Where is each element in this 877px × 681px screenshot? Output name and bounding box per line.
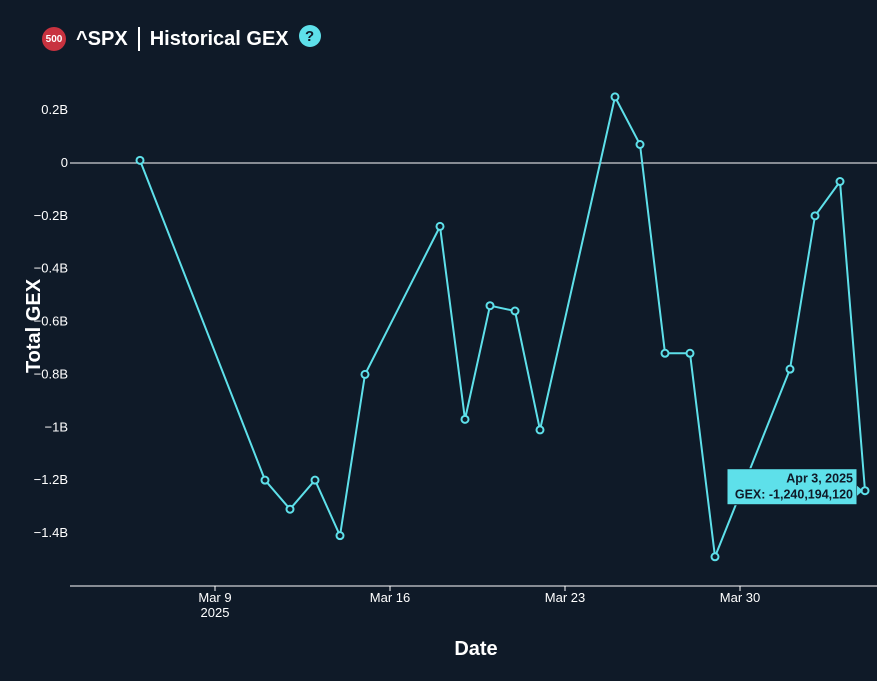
index-badge: 500 (42, 27, 66, 51)
data-point[interactable] (510, 306, 520, 316)
data-point[interactable] (660, 348, 670, 358)
tooltip-pointer (857, 485, 863, 496)
x-tick-label: Mar 30 (720, 590, 760, 605)
data-point[interactable] (310, 475, 320, 485)
y-axis-title: Total GEX (23, 278, 45, 373)
x-tick-label: Mar 23 (545, 590, 585, 605)
x-tick-label: Mar 9 (198, 590, 231, 605)
data-point[interactable] (260, 475, 270, 485)
y-tick-label: 0.2B (41, 102, 68, 117)
gex-line (139, 94, 866, 558)
data-point[interactable] (810, 211, 820, 221)
ticker-symbol: ^SPX (76, 27, 128, 50)
data-point[interactable] (335, 531, 345, 541)
gex-series (135, 92, 870, 562)
y-tick-label: 0 (61, 155, 68, 170)
header-divider (137, 27, 140, 51)
data-point[interactable] (435, 221, 445, 231)
data-point[interactable] (685, 348, 695, 358)
data-point[interactable] (135, 155, 145, 165)
hover-tooltip: Apr 3, 2025 GEX: -1,240,194,120 (726, 468, 863, 506)
y-tick-label: −0.4B (34, 261, 68, 276)
data-point[interactable] (535, 425, 545, 435)
y-axis: 0.2B 0 −0.2B −0.4B −0.6B −0.8B −1B −1.2B −1.4B To… (23, 102, 877, 540)
data-point[interactable] (785, 364, 795, 374)
data-point[interactable] (610, 92, 620, 102)
chart-title: Historical GEX (149, 27, 289, 50)
x-tick-sublabel: 2025 (201, 605, 230, 620)
y-tick-label: −1.4B (34, 525, 68, 540)
data-point[interactable] (360, 369, 370, 379)
y-tick-label: −0.6B (34, 314, 68, 329)
data-point[interactable] (835, 177, 845, 186)
y-tick-label: −0.2B (34, 208, 68, 223)
tooltip-date: Apr 3, 2025 (786, 472, 853, 486)
tooltip-value: GEX: -1,240,194,120 (735, 488, 853, 502)
chart-header: 500 ^SPX Historical GEX ? (42, 24, 321, 54)
data-point[interactable] (460, 414, 470, 424)
y-tick-label: −1B (45, 419, 69, 434)
data-point[interactable] (635, 140, 645, 149)
x-tick-label: Mar 16 (370, 590, 410, 605)
data-point[interactable] (485, 301, 495, 311)
y-tick-label: −0.8B (34, 366, 68, 381)
question-circle-icon[interactable]: ? (298, 25, 321, 47)
x-axis-title: Date (454, 638, 497, 660)
data-point[interactable] (710, 552, 720, 562)
data-point[interactable] (285, 504, 295, 514)
y-tick-label: −1.2B (34, 472, 68, 487)
